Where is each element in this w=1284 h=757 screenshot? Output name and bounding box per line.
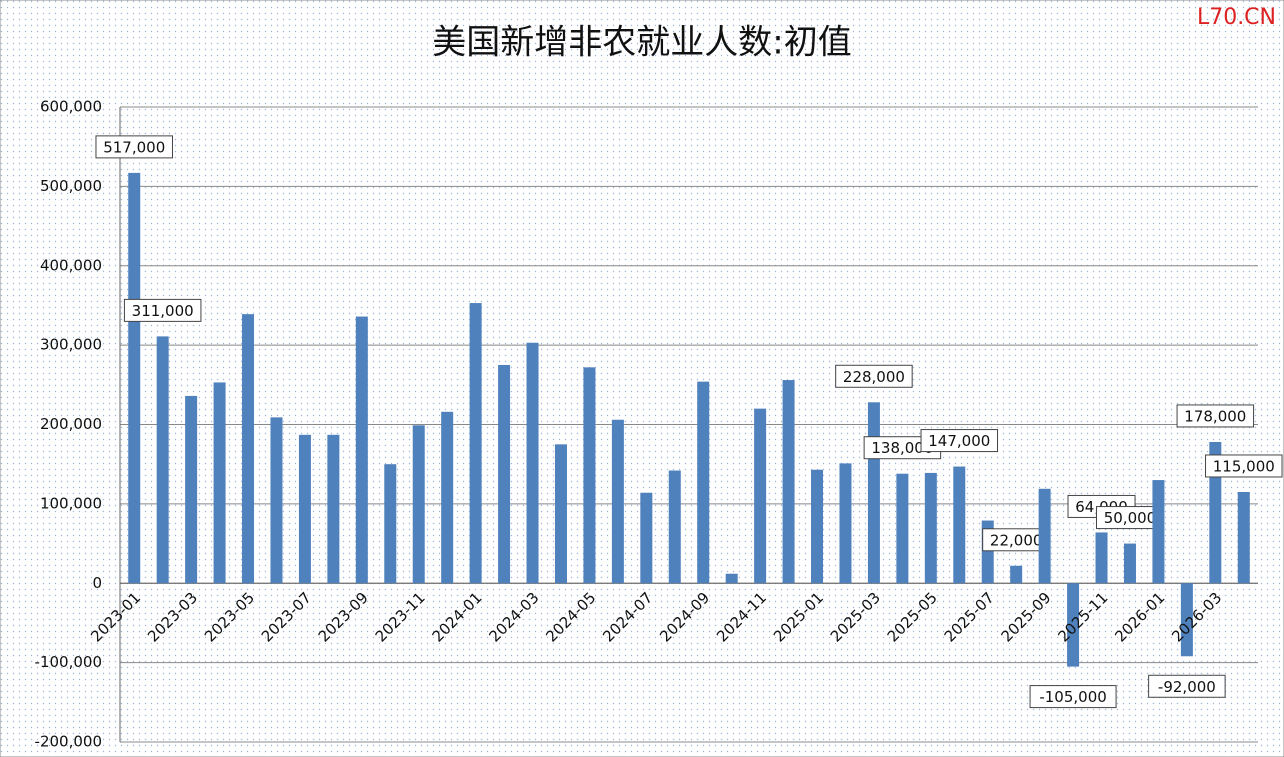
label-box: [1205, 454, 1283, 478]
value-label: -92,000: [1158, 678, 1216, 696]
value-label: 517,000: [103, 138, 165, 156]
bar: [355, 316, 368, 584]
bar: [725, 573, 738, 584]
bar: [298, 434, 311, 584]
bar: [754, 408, 767, 584]
value-label: 50,000: [1104, 509, 1157, 527]
y-tick-label: -200,000: [35, 733, 102, 751]
y-tick-label: -100,000: [35, 653, 102, 671]
bar: [270, 417, 283, 584]
chart-title: 美国新增非农就业人数:初值: [432, 23, 851, 63]
bar: [1095, 532, 1108, 584]
bar: [668, 470, 681, 584]
bar: [498, 364, 511, 584]
y-tick-label: 200,000: [40, 415, 102, 433]
bar: [1067, 583, 1080, 667]
value-label: 311,000: [132, 302, 194, 320]
bar: [554, 444, 567, 584]
bar: [867, 402, 880, 584]
bar: [1237, 491, 1250, 584]
bar: [896, 473, 909, 584]
bar: [611, 419, 624, 584]
bar: [242, 314, 255, 584]
bar: [811, 469, 824, 584]
bar: [327, 434, 340, 584]
label-box: [1029, 685, 1117, 709]
bar: [583, 367, 596, 584]
label-box: [95, 135, 173, 159]
bar: [953, 466, 966, 584]
value-label: 138,000: [871, 439, 933, 457]
label-box: [123, 298, 202, 322]
value-label: 147,000: [928, 432, 990, 450]
value-label: 178,000: [1184, 407, 1246, 425]
bar: [128, 172, 141, 584]
value-label: 115,000: [1213, 457, 1275, 475]
bar: [1180, 583, 1193, 657]
bar: [1038, 488, 1051, 584]
label-box: [920, 429, 999, 453]
bar: [640, 492, 653, 584]
bar: [1152, 480, 1165, 584]
bar: [156, 336, 169, 584]
bar: [185, 395, 198, 584]
bar: [384, 464, 397, 584]
value-label: 228,000: [843, 368, 905, 386]
bar: [412, 425, 425, 584]
label-box: [1176, 404, 1255, 428]
bar: [1010, 565, 1023, 584]
y-tick-label: 100,000: [40, 494, 102, 512]
value-label: 22,000: [990, 531, 1043, 549]
watermark: L70.CN: [1197, 5, 1276, 30]
label-box: [1148, 674, 1226, 698]
y-tick-label: 400,000: [40, 256, 102, 274]
bar: [839, 463, 852, 584]
bar: [213, 382, 226, 584]
label-box: [835, 364, 913, 388]
bar: [526, 342, 539, 584]
bar: [782, 380, 795, 584]
bar: [1123, 543, 1136, 584]
bar: [697, 381, 710, 584]
y-tick-label: 600,000: [40, 98, 102, 116]
y-tick-label: 0: [92, 574, 102, 592]
bar: [469, 303, 482, 584]
value-label: -105,000: [1039, 688, 1106, 706]
y-tick-label: 500,000: [40, 177, 102, 195]
bar: [441, 411, 454, 584]
y-tick-label: 300,000: [40, 336, 102, 354]
bar: [924, 472, 937, 584]
